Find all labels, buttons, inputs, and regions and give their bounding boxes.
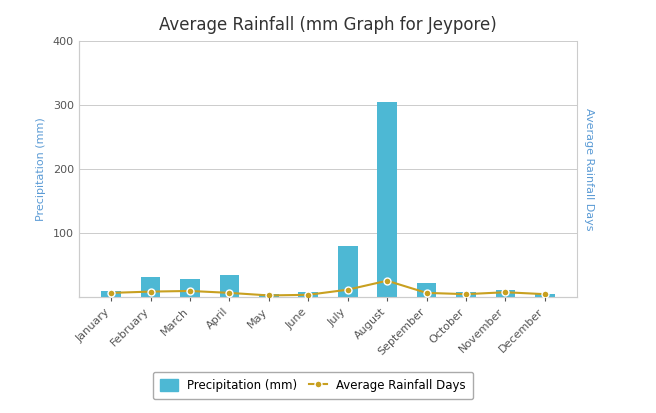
- Y-axis label: Average Rainfall Days: Average Rainfall Days: [584, 108, 594, 230]
- Title: Average Rainfall (mm Graph for Jeypore): Average Rainfall (mm Graph for Jeypore): [159, 16, 497, 34]
- Bar: [535, 294, 554, 297]
- Legend: Precipitation (mm), Average Rainfall Days: Precipitation (mm), Average Rainfall Day…: [153, 372, 473, 399]
- Bar: [338, 246, 358, 297]
- Y-axis label: Precipitation (mm): Precipitation (mm): [36, 117, 46, 221]
- Bar: [417, 283, 436, 297]
- Bar: [141, 277, 161, 297]
- Bar: [495, 290, 515, 297]
- Bar: [377, 102, 397, 297]
- Bar: [180, 280, 200, 297]
- Bar: [298, 292, 318, 297]
- Bar: [220, 275, 239, 297]
- Bar: [259, 294, 279, 297]
- Bar: [456, 292, 476, 297]
- Bar: [102, 291, 121, 297]
